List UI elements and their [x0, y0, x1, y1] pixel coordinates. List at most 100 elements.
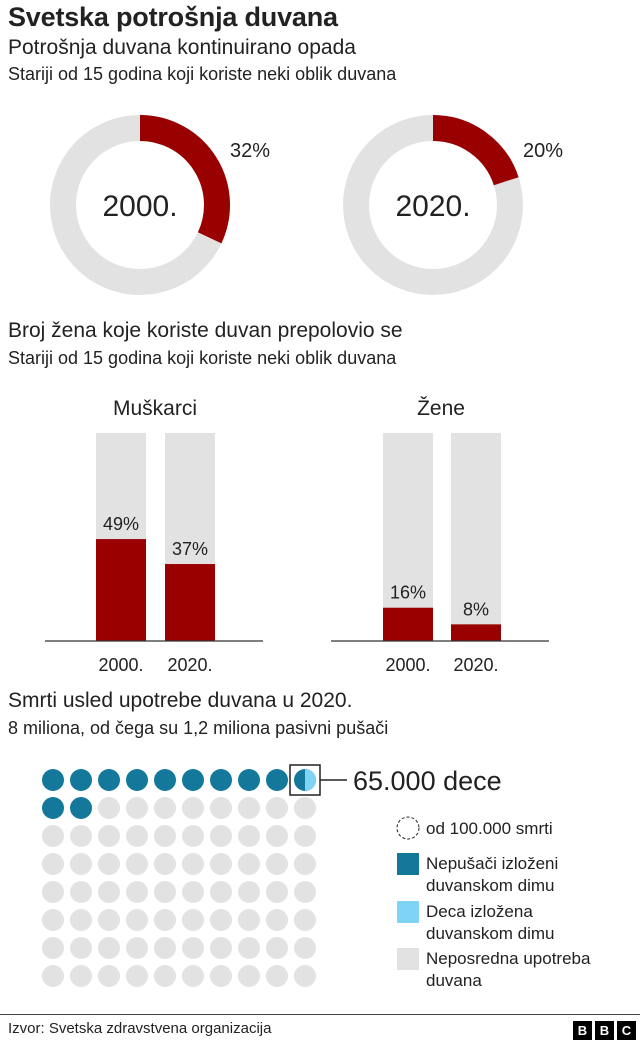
waffle-dot-direct: [238, 853, 260, 875]
legend-unit-swatch: [396, 816, 420, 840]
waffle-dot-direct: [266, 853, 288, 875]
waffle-dot-secondhand: [70, 769, 92, 791]
waffle-dot-direct: [42, 937, 64, 959]
waffle-dot-direct: [42, 825, 64, 847]
waffle-dot-direct: [182, 797, 204, 819]
bar: [451, 624, 501, 641]
donut-value-label: 20%: [523, 140, 563, 162]
bbc-logo-letter: B: [595, 1021, 614, 1040]
bar-section-subtitle: Broj žena koje koriste duvan prepolovio …: [8, 319, 403, 342]
waffle-dot-direct: [210, 881, 232, 903]
bar-value-label: 37%: [172, 539, 208, 559]
waffle-dot-direct: [42, 965, 64, 987]
waffle-dot-secondhand: [182, 769, 204, 791]
donut-slice: [432, 115, 519, 186]
waffle-chart: 65.000 dece od 100.000 smrti Nepušači izlo…: [42, 764, 591, 990]
bar-section-note: Stariji od 15 godina koji koriste neki o…: [8, 348, 397, 368]
donut-center-label: 2000.: [102, 190, 177, 223]
waffle-dot-direct: [238, 825, 260, 847]
donut-value-label: 32%: [230, 140, 270, 162]
waffle-dot-direct: [154, 825, 176, 847]
donut-charts: 2000. 32% 2020. 20%: [50, 115, 563, 295]
waffle-dot-direct: [42, 881, 64, 903]
waffle-dot-direct: [70, 853, 92, 875]
bar-category-label: 2020.: [167, 655, 212, 675]
waffle-dot-direct: [266, 965, 288, 987]
source-note: Izvor: Svetska zdravstvena organizacija: [8, 1020, 272, 1037]
waffle-dot-direct: [294, 881, 316, 903]
bar-panel-title: Muškarci: [113, 397, 197, 420]
donut-slice: [139, 115, 230, 244]
bar: [383, 607, 433, 641]
waffle-dot-direct: [98, 825, 120, 847]
waffle-dot-direct: [98, 937, 120, 959]
waffle-dot-direct: [210, 937, 232, 959]
waffle-dot-direct: [98, 797, 120, 819]
waffle-dot-direct: [70, 937, 92, 959]
waffle-dot-direct: [182, 825, 204, 847]
waffle-dot-direct: [294, 825, 316, 847]
waffle-dot-direct: [210, 909, 232, 931]
bbc-logo-letter: B: [573, 1021, 592, 1040]
donut-section-note: Stariji od 15 godina koji koriste neki o…: [8, 64, 397, 84]
donut-section-subtitle: Potrošnja duvana kontinuirano opada: [8, 36, 356, 59]
waffle-dot-direct: [154, 937, 176, 959]
waffle-dot-direct: [42, 853, 64, 875]
bar-category-label: 2000.: [385, 655, 430, 675]
waffle-dot-direct: [238, 797, 260, 819]
legend-secondhand-swatch: [397, 853, 419, 875]
bar-value-label: 8%: [463, 599, 489, 619]
waffle-dot-direct: [238, 909, 260, 931]
bar-category-label: 2020.: [453, 655, 498, 675]
bar-charts: Muškarci 49% 2000. 37% 2020. Žene 16% 2000. 8% 20…: [45, 397, 549, 675]
waffle-dot-direct: [266, 909, 288, 931]
waffle-dot-direct: [126, 797, 148, 819]
waffle-dot-direct: [98, 881, 120, 903]
waffle-section-subtitle: Smrti usled upotrebe duvana u 2020.: [8, 689, 353, 712]
waffle-dot-direct: [98, 965, 120, 987]
waffle-dot-direct: [42, 909, 64, 931]
waffle-dot-direct: [182, 853, 204, 875]
bar-category-label: 2000.: [98, 655, 143, 675]
waffle-dot-direct: [238, 937, 260, 959]
waffle-dot-direct: [210, 965, 232, 987]
donut-center-label: 2020.: [395, 190, 470, 223]
waffle-dot-direct: [182, 881, 204, 903]
waffle-dot-direct: [266, 797, 288, 819]
legend-label: Nepušači izloženi duvanskom dimu: [426, 854, 558, 895]
waffle-dot-direct: [182, 937, 204, 959]
waffle-dot-direct: [294, 797, 316, 819]
bbc-logo-letter: C: [617, 1021, 636, 1040]
waffle-dot-direct: [154, 909, 176, 931]
bar-value-label: 49%: [103, 514, 139, 534]
callout-label: 65.000 dece: [353, 766, 502, 796]
waffle-dot-direct: [126, 881, 148, 903]
waffle-dot-direct: [126, 853, 148, 875]
bar-panel-title: Žene: [417, 397, 465, 420]
legend-label: Deca izložena duvanskom dimu: [426, 902, 555, 943]
waffle-dot-direct: [266, 881, 288, 903]
waffle-dot-direct: [98, 853, 120, 875]
waffle-dot-secondhand: [70, 797, 92, 819]
waffle-dot-direct: [294, 909, 316, 931]
waffle-dot-direct: [210, 797, 232, 819]
waffle-dot-direct: [294, 965, 316, 987]
waffle-dot-secondhand: [154, 769, 176, 791]
waffle-dot-direct: [126, 937, 148, 959]
legend-label: od 100.000 smrti: [426, 819, 553, 838]
footer-divider: [0, 1014, 640, 1015]
waffle-dot-secondhand: [42, 797, 64, 819]
waffle-dot-secondhand: [126, 769, 148, 791]
waffle-dot-direct: [182, 909, 204, 931]
bar: [96, 539, 146, 641]
waffle-dot-direct: [126, 965, 148, 987]
waffle-dot-direct: [126, 825, 148, 847]
bar-background: [383, 433, 433, 641]
legend-label: Neposredna upotreba duvana: [426, 949, 591, 990]
waffle-dot-direct: [154, 965, 176, 987]
bar-background: [451, 433, 501, 641]
waffle-dot-direct: [182, 965, 204, 987]
waffle-dot-direct: [210, 853, 232, 875]
waffle-dot-direct: [154, 853, 176, 875]
waffle-dot-direct: [294, 937, 316, 959]
